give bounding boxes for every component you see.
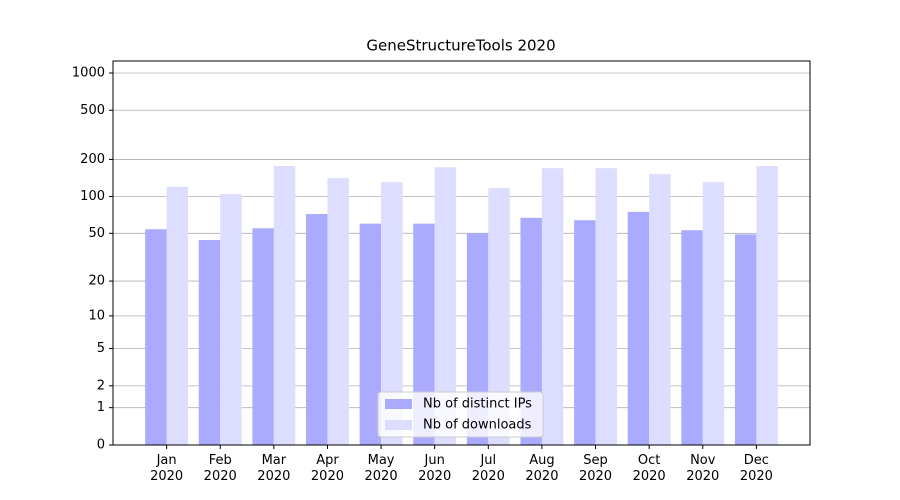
legend-label: Nb of downloads bbox=[423, 418, 532, 433]
bar bbox=[166, 186, 189, 445]
bar bbox=[734, 234, 757, 445]
bar bbox=[198, 240, 221, 445]
bar bbox=[413, 223, 435, 445]
x-tick-label: Dec 2020 bbox=[739, 453, 773, 484]
y-tick-label: 1000 bbox=[72, 66, 105, 81]
y-tick-label: 50 bbox=[88, 226, 105, 241]
bar bbox=[702, 182, 725, 445]
bar bbox=[359, 223, 382, 445]
bar bbox=[273, 165, 296, 445]
y-tick-label: 5 bbox=[97, 341, 105, 356]
x-tick-label: Nov 2020 bbox=[686, 453, 720, 484]
legend-swatch bbox=[385, 399, 412, 409]
x-tick-label: Apr 2020 bbox=[310, 453, 344, 484]
bar bbox=[681, 230, 703, 445]
bar bbox=[306, 213, 328, 445]
plot-frame bbox=[112, 60, 811, 446]
x-tick-label: May 2020 bbox=[364, 453, 398, 484]
legend-swatch bbox=[385, 420, 412, 430]
chart-title: GeneStructureTools 2020 bbox=[366, 37, 555, 55]
bar bbox=[327, 178, 349, 445]
bar bbox=[220, 193, 242, 445]
x-tick-label: Aug 2020 bbox=[525, 453, 559, 484]
bar bbox=[145, 229, 167, 445]
x-tick-label: Sep 2020 bbox=[578, 453, 613, 484]
bar bbox=[756, 165, 778, 445]
y-tick-label: 10 bbox=[88, 308, 105, 323]
y-tick-label: 500 bbox=[80, 103, 105, 118]
bar bbox=[627, 211, 650, 445]
bar bbox=[649, 174, 671, 446]
legend-label: Nb of distinct IPs bbox=[423, 397, 532, 412]
y-tick-label: 200 bbox=[80, 152, 105, 167]
bar bbox=[541, 168, 564, 445]
x-tick-label: Feb 2020 bbox=[203, 453, 237, 484]
bar bbox=[381, 182, 403, 445]
x-tick-label: Jun 2020 bbox=[418, 453, 452, 484]
bar bbox=[595, 168, 617, 445]
x-tick-label: Jul 2020 bbox=[471, 453, 505, 484]
bar bbox=[520, 217, 542, 445]
y-tick-label: 2 bbox=[97, 378, 105, 393]
x-tick-label: Mar 2020 bbox=[257, 453, 291, 484]
legend: Nb of distinct IPs Nb of downloads bbox=[377, 391, 544, 438]
y-tick-label: 100 bbox=[80, 189, 105, 204]
x-tick-label: Oct 2020 bbox=[632, 453, 666, 484]
bar bbox=[252, 228, 274, 445]
bar bbox=[574, 220, 596, 445]
bar bbox=[488, 188, 510, 445]
x-tick-label: Jan 2020 bbox=[150, 453, 184, 484]
y-tick-label: 20 bbox=[88, 274, 105, 289]
y-tick-label: 0 bbox=[97, 438, 105, 453]
legend-box bbox=[377, 391, 544, 438]
bar bbox=[434, 167, 457, 446]
y-tick-label: 1 bbox=[97, 400, 105, 415]
